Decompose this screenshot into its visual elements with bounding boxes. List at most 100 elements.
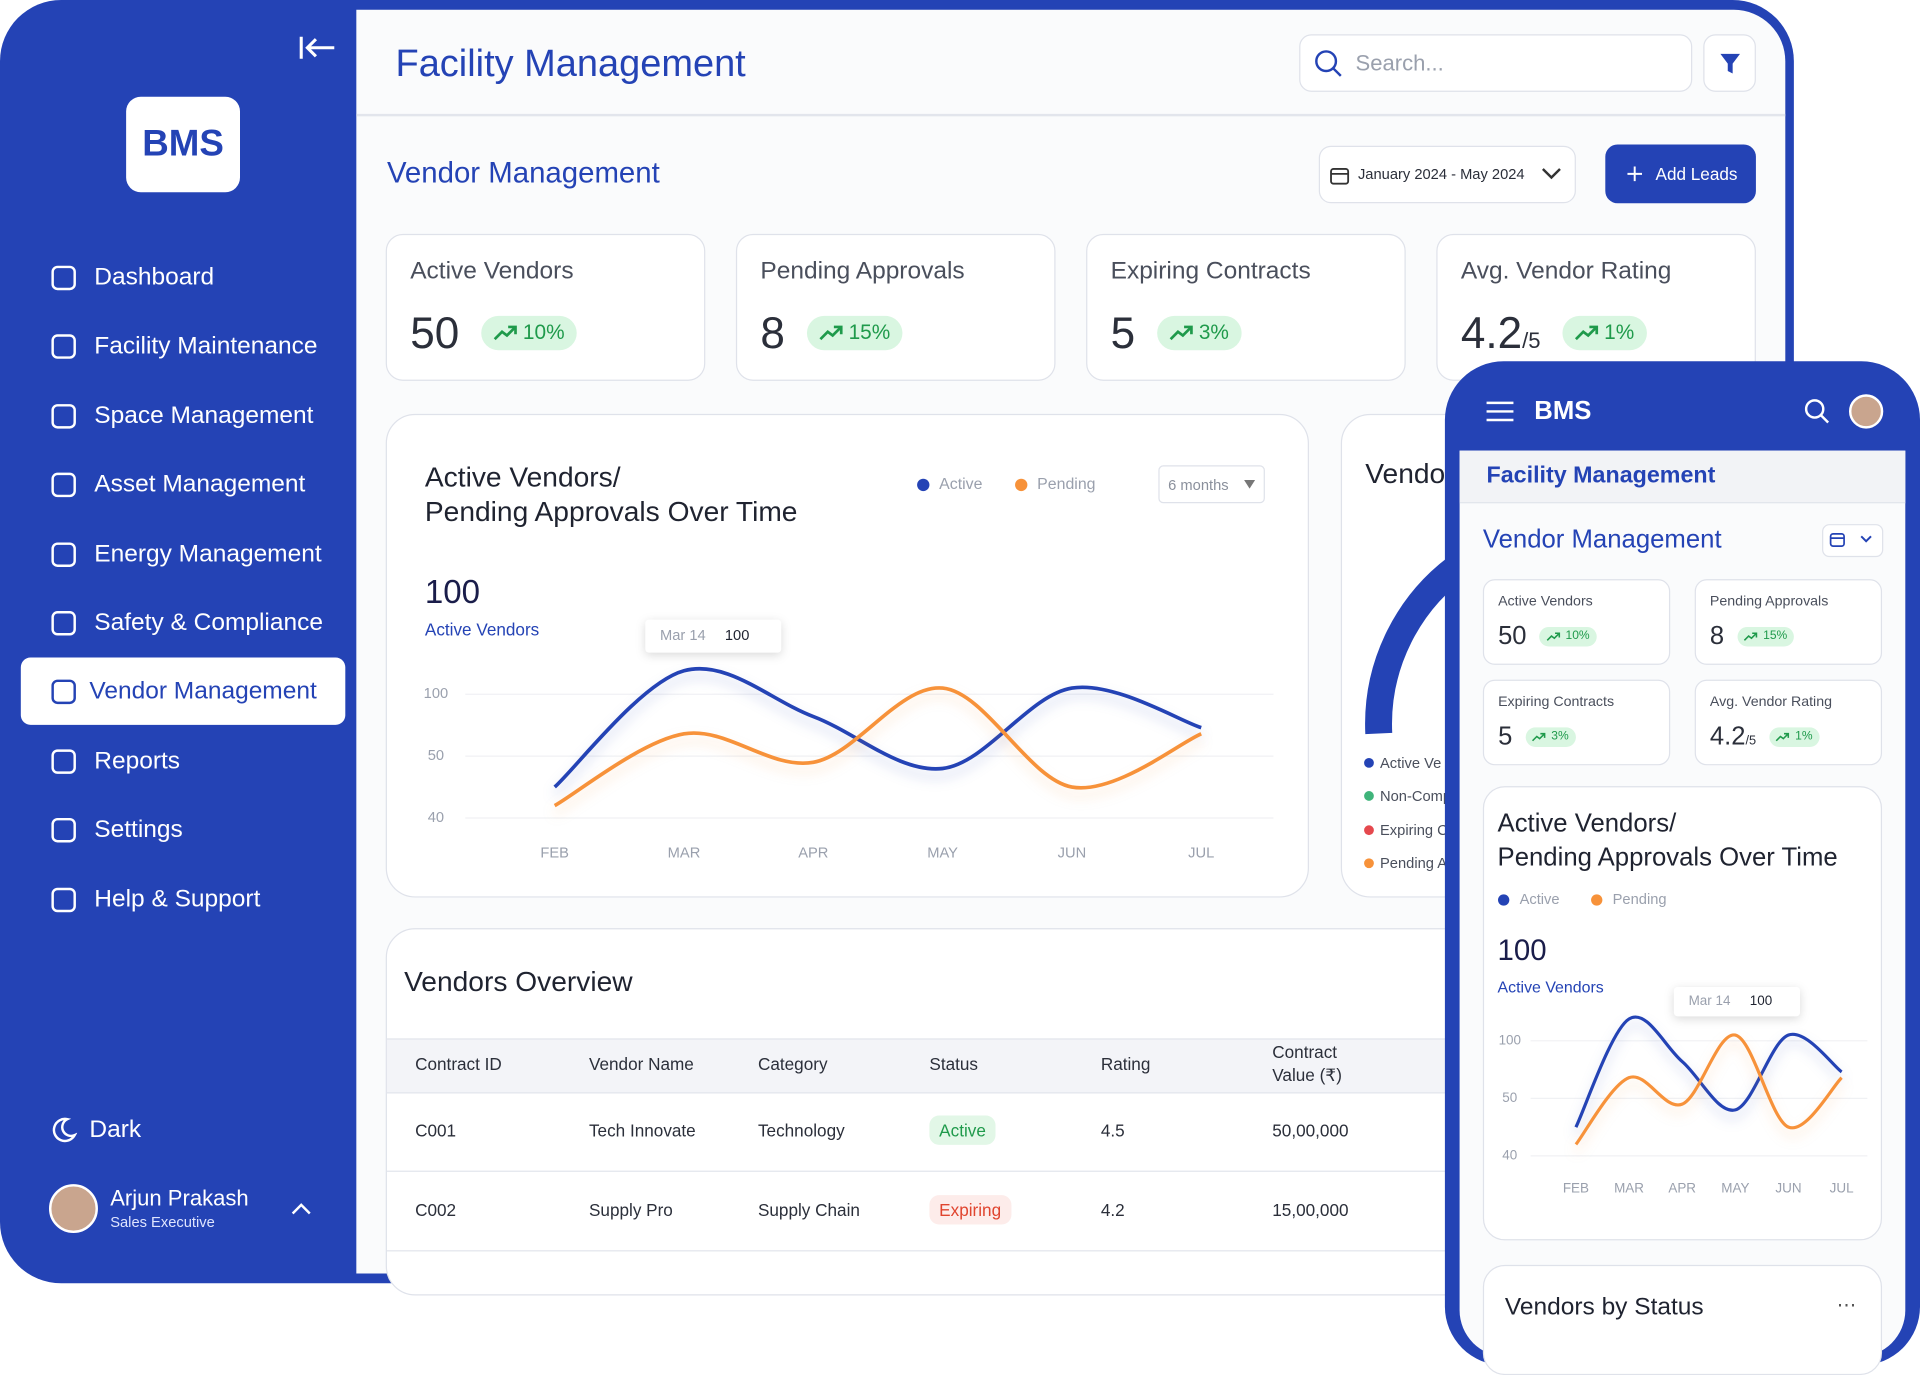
kpi-change: 1% [1795,730,1813,744]
legend-label: Active Ve [1380,754,1442,772]
date-chevron [1541,168,1561,180]
kpi-badge: 15% [806,315,903,351]
kpi-card [1694,679,1883,766]
collapse-icon[interactable] [298,33,337,62]
nav-icon [51,334,76,360]
user-menu-chevron[interactable] [290,1200,312,1217]
kpi-badge: 1% [1768,727,1820,747]
kpi-card [385,233,706,381]
table-cell: 4.2 [1100,1200,1125,1220]
header-divider [356,113,1786,116]
add-button-label: Add Leads [1655,164,1738,184]
trend-title: Pending Approvals Over Time [424,495,798,528]
table-cell: Supply Pro [588,1200,673,1220]
period-caret [1244,480,1256,489]
nav-icon [51,265,76,291]
kpi-value-row: 8 15% [1709,622,1795,651]
trend-arrow [1744,632,1758,642]
nav-item[interactable]: Safety & Compliance [94,609,323,637]
table-cell: Supply Chain [757,1200,860,1220]
phone-search-icon[interactable] [1804,398,1831,425]
phone-date-button[interactable] [1822,524,1884,558]
table-cell: C002 [415,1200,457,1220]
table-header-cell: Contract Value (₹) [1272,1042,1342,1085]
phone-headline-value: 100 [1497,934,1547,968]
kpi-change: 10% [1565,629,1590,644]
kpi-value-group: 4.2/5 [1461,307,1541,358]
phone-trend-title: Active Vendors/ [1497,809,1677,838]
phone-trend-title: Pending Approvals Over Time [1497,843,1838,872]
nav-item[interactable]: Vendor Management [89,678,317,706]
filter-icon [1720,53,1741,74]
table-title: Vendors Overview [404,965,633,998]
theme-toggle[interactable]: Dark [89,1116,142,1144]
kpi-change: 10% [522,320,565,345]
kpi-value-row: 5 3% [1111,307,1242,358]
nav-item[interactable]: Dashboard [94,263,215,291]
nav-item[interactable]: Asset Management [94,471,306,498]
kpi-value: 5 [1110,307,1136,358]
kpi-badge: 10% [481,315,577,351]
kpi-value-row: 5 3% [1498,722,1576,751]
nav-item[interactable]: Space Management [94,401,314,429]
phone-logo: BMS [1534,396,1592,425]
trend-card [385,413,1309,898]
nav-item[interactable]: Help & Support [94,885,261,913]
table-header-cell: Contract ID [415,1054,502,1074]
kpi-value-group: 4.2/5 [1710,722,1756,751]
kpi-value: 8 [1709,622,1725,651]
kpi-value: 8 [760,307,785,358]
nav-item[interactable]: Facility Maintenance [94,332,318,360]
trend-arrow [493,324,518,341]
search-box[interactable] [1299,34,1693,92]
status-pill: Active [929,1115,996,1145]
kpi-value-group: 5 [1111,307,1136,358]
more-menu[interactable]: ⋯ [1836,1295,1858,1317]
user-name: Arjun Prakash [110,1185,249,1211]
nav-item[interactable]: Reports [94,747,181,775]
hamburger[interactable] [1486,400,1514,422]
kpi-badge: 1% [1562,315,1647,351]
nav-item[interactable]: Settings [94,816,183,844]
period-select[interactable] [1158,465,1265,504]
kpi-badge: 10% [1539,627,1597,647]
kpi-badge: 3% [1525,727,1576,747]
phone-headline-label: Active Vendors [1497,977,1604,997]
table-cell: 50,00,000 [1272,1120,1349,1141]
kpi-value: 5 [1498,722,1513,751]
kpi-card [1482,679,1671,766]
kpi-value: 50 [1498,622,1527,651]
status-pill: Expiring [929,1195,1011,1225]
trend-arrow [1575,324,1599,341]
table-header-cell: Rating [1100,1054,1151,1074]
nav-icon [51,887,76,912]
nav-icon [51,680,76,705]
date-picker[interactable] [1318,145,1576,204]
user-role: Sales Executive [110,1213,215,1231]
table-header-cell: Vendor Name [588,1054,694,1074]
kpi-value-row: 50 10% [1498,622,1597,651]
kpi-value-group: 5 [1498,722,1512,751]
kpi-card [735,233,1056,381]
phone-subheader [1459,450,1906,504]
kpi-change: 15% [848,320,891,345]
row-divider [386,1250,1465,1252]
nav-item[interactable]: Energy Management [94,540,322,568]
search-placeholder: Search... [1355,50,1444,76]
table-card [385,928,1488,1296]
kpi-badge: 15% [1736,627,1795,647]
kpi-value-group: 50 [1498,622,1526,651]
phone-status-card [1482,1264,1883,1375]
kpi-unit: /5 [1522,328,1541,353]
headline-label: Active Vendors [424,619,540,640]
legend-label: Non-Comp [1380,787,1452,805]
legend-dot [1364,791,1374,802]
kpi-label: Pending Approvals [1709,593,1829,610]
legend-dot [1364,757,1374,768]
phone-header-title: Facility Management [1486,462,1716,489]
table-cell: Tech Innovate [588,1120,696,1141]
kpi-unit: /5 [1745,734,1757,749]
kpi-label: Avg. Vendor Rating [1460,257,1672,285]
status-title: Vendo [1365,457,1446,490]
search-icon [1315,50,1342,77]
